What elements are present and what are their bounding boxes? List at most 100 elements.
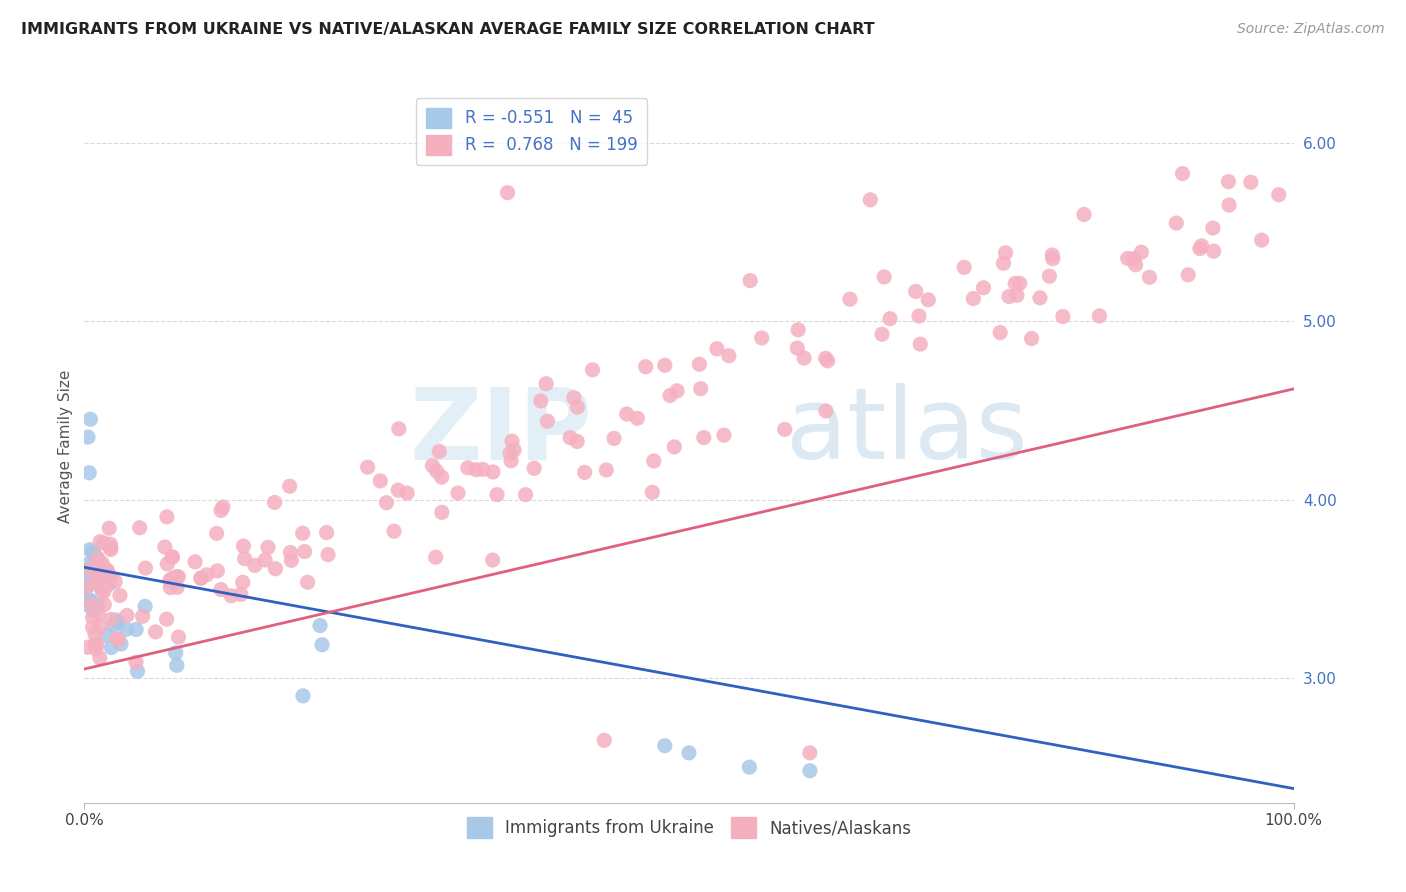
Point — [115, 623, 138, 637]
Point — [562, 391, 585, 405]
Point — [426, 464, 449, 478]
Point — [292, 689, 315, 703]
Point — [77, 430, 100, 444]
Point — [309, 618, 332, 632]
Text: Source: ZipAtlas.com: Source: ZipAtlas.com — [1237, 22, 1385, 37]
Point — [904, 285, 927, 299]
Point — [89, 619, 111, 633]
Point — [264, 562, 287, 576]
Point — [713, 428, 735, 442]
Point — [243, 558, 266, 573]
Point — [465, 463, 488, 477]
Point — [1008, 277, 1031, 291]
Point — [79, 542, 101, 557]
Point — [91, 556, 114, 570]
Point — [125, 623, 148, 637]
Point — [107, 632, 129, 647]
Point — [82, 603, 104, 617]
Point — [105, 613, 128, 627]
Point — [356, 460, 378, 475]
Point — [100, 569, 122, 583]
Point — [994, 245, 1017, 260]
Point — [82, 610, 104, 624]
Point — [115, 608, 138, 623]
Point — [84, 574, 107, 588]
Point — [501, 454, 523, 468]
Point — [1139, 270, 1161, 285]
Point — [643, 454, 665, 468]
Point — [786, 341, 808, 355]
Point — [1177, 268, 1199, 282]
Point — [382, 524, 405, 539]
Point — [100, 541, 122, 555]
Point — [153, 540, 176, 554]
Point — [1040, 814, 1063, 828]
Point — [664, 440, 686, 454]
Point — [76, 580, 98, 594]
Point — [134, 599, 156, 614]
Point — [595, 463, 617, 477]
Point — [96, 628, 118, 642]
Point — [496, 186, 519, 200]
Point — [229, 587, 252, 601]
Point — [83, 547, 105, 561]
Point — [100, 537, 122, 551]
Point — [689, 382, 711, 396]
Point — [953, 260, 976, 275]
Point — [457, 460, 479, 475]
Point — [471, 462, 494, 476]
Point — [1125, 258, 1147, 272]
Point — [523, 461, 546, 475]
Legend: Immigrants from Ukraine, Natives/Alaskans: Immigrants from Ukraine, Natives/Alaskan… — [460, 811, 918, 845]
Point — [89, 576, 111, 591]
Point — [280, 545, 302, 559]
Point — [166, 569, 188, 583]
Point — [817, 354, 839, 368]
Point — [75, 831, 97, 846]
Point — [156, 557, 179, 571]
Point — [195, 567, 218, 582]
Point — [567, 400, 589, 414]
Point — [160, 549, 183, 564]
Point — [482, 465, 505, 479]
Point — [77, 466, 100, 480]
Point — [76, 640, 98, 655]
Y-axis label: Average Family Size: Average Family Size — [58, 369, 73, 523]
Point — [82, 545, 104, 559]
Point — [859, 193, 882, 207]
Point — [75, 568, 97, 582]
Point — [77, 557, 100, 571]
Point — [793, 351, 815, 365]
Point — [503, 442, 526, 457]
Point — [1040, 248, 1063, 262]
Point — [536, 414, 558, 428]
Point — [297, 575, 319, 590]
Point — [993, 256, 1015, 270]
Point — [1218, 175, 1240, 189]
Point — [166, 580, 188, 594]
Point — [84, 627, 107, 641]
Point — [257, 541, 280, 555]
Point — [717, 349, 740, 363]
Point — [316, 548, 339, 562]
Point — [654, 359, 676, 373]
Point — [83, 638, 105, 652]
Point — [77, 572, 100, 586]
Point — [108, 589, 131, 603]
Point — [96, 563, 118, 577]
Point — [90, 583, 112, 598]
Point — [107, 615, 129, 630]
Point — [501, 434, 523, 449]
Point — [87, 567, 110, 582]
Point — [1250, 233, 1272, 247]
Point — [634, 359, 657, 374]
Point — [870, 327, 893, 342]
Point — [1029, 291, 1052, 305]
Point — [879, 311, 901, 326]
Point — [908, 309, 931, 323]
Point — [104, 574, 127, 589]
Point — [80, 562, 103, 576]
Point — [567, 434, 589, 449]
Point — [641, 485, 664, 500]
Point — [87, 571, 110, 585]
